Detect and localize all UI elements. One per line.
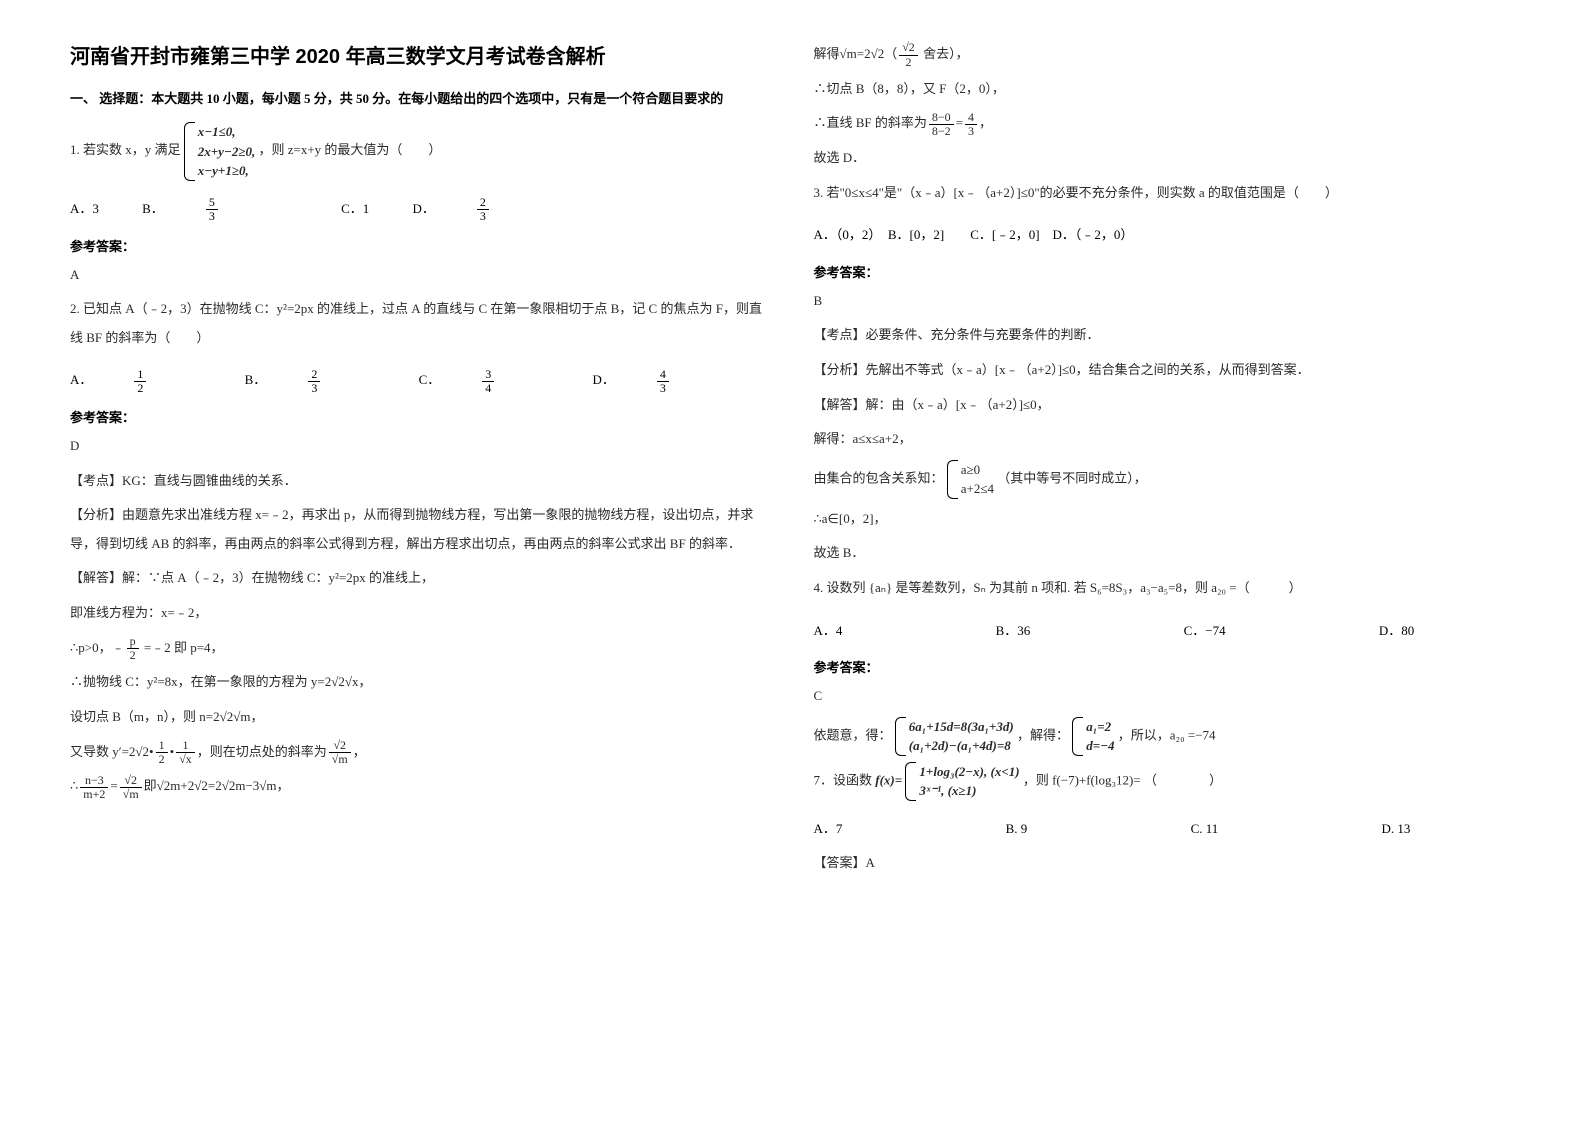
q4-optD: D．80 [1379,623,1454,638]
q3-exp3: 【解答】解：由（x﹣a）[x﹣（a+2）]≤0， [814,391,1518,420]
q7-optC: C. 11 [1191,821,1219,836]
col2-line1: 解得√m=2√2（√22 舍去）， [814,40,1518,69]
q4-optB: B．36 [996,623,1071,638]
q2-exp2: 【分析】由题意先求出准线方程 x=﹣2，再求出 p，从而得到抛物线方程，写出第一… [70,501,774,558]
question-7: 7．设函数 f(x)= 1+log₃(2−x), (x<1) 3ˣ⁻¹, (x≥… [814,762,1518,801]
q3-exp7: 故选 B． [814,539,1518,568]
q1-optD: D．23 [412,201,568,216]
q7-optD: D. 13 [1382,821,1411,836]
q7-options: A．7 B. 9 C. 11 D. 13 [814,815,1518,844]
q2-exp6: ∴抛物线 C：y²=8x，在第一象限的方程为 y=2√2√x， [70,668,774,697]
q1-optC: C．1 [341,201,369,216]
q3-exp1: 【考点】必要条件、充分条件与充要条件的判断． [814,321,1518,350]
q3-system: a≥0 a+2≤4 [947,460,994,499]
q2-exp3: 【解答】解：∵点 A（﹣2，3）在抛物线 C：y²=2px 的准线上， [70,564,774,593]
q1-answer: A [70,261,774,290]
q1-system: x−1≤0, 2x+y−2≥0, x−y+1≥0, [184,122,255,181]
question-2: 2. 已知点 A（﹣2，3）在抛物线 C：y²=2px 的准线上，过点 A 的直… [70,295,774,352]
q7-optB: B. 9 [1006,821,1028,836]
q7-system: 1+log₃(2−x), (x<1) 3ˣ⁻¹, (x≥1) [905,762,1019,801]
q1-sys2: 2x+y−2≥0, [198,142,255,162]
q2-answer-label: 参考答案： [70,407,774,426]
q1-optB: B．53 [142,201,298,216]
q3-answer: B [814,287,1518,316]
q4-system1: 6a₁+15d=8(3a₁+3d) (a₁+2d)−(a₁+4d)=8 [895,717,1014,756]
q2-optC: C．34 [419,372,575,387]
q3-exp5: 由集合的包含关系知： a≥0 a+2≤4 （其中等号不同时成立）， [814,460,1518,499]
q1-options: A．3 B．53 C．1 D．23 [70,195,774,224]
q4-exp: 依题意，得： 6a₁+15d=8(3a₁+3d) (a₁+2d)−(a₁+4d)… [814,717,1518,756]
q1-prefix: 1. 若实数 x，y 满足 [70,143,181,158]
question-4: 4. 设数列 {aₙ} 是等差数列，Sₙ 为其前 n 项和. 若 S₆=8S₃，… [814,574,1518,603]
q2-exp4: 即准线方程为：x=﹣2， [70,599,774,628]
q1-sys3: x−y+1≥0, [198,161,255,181]
q4-system2: a₁=2 d=−4 [1072,717,1114,756]
q3-exp6: ∴a∈[0，2]， [814,505,1518,534]
q2-exp7: 设切点 B（m，n），则 n=2√2√m， [70,703,774,732]
left-column: 河南省开封市雍第三中学 2020 年高三数学文月考试卷含解析 一、 选择题：本大… [50,40,794,1082]
q2-exp1: 【考点】KG：直线与圆锥曲线的关系． [70,467,774,496]
q1-optA: A．3 [70,201,99,216]
q4-options: A．4 B．36 C．−74 D．80 [814,617,1518,646]
q2-exp5: ∴p>0，﹣p2 =﹣2 即 p=4， [70,634,774,663]
q2-exp8: 又导数 y′=2√2•12•1√x，则在切点处的斜率为√2√m， [70,738,774,767]
q2-options: A．12 B．23 C．34 D．43 [70,366,774,395]
q1-sys1: x−1≤0, [198,122,255,142]
q4-answer-label: 参考答案： [814,657,1518,676]
q4-optC: C．−74 [1184,623,1266,638]
q3-exp4: 解得：a≤x≤a+2， [814,425,1518,454]
q3-answer-label: 参考答案： [814,262,1518,281]
q1-suffix: ，则 z=x+y 的最大值为（ ） [258,143,441,158]
q4-optA: A．4 [814,623,883,638]
q2-optB: B．23 [245,372,401,387]
q4-answer: C [814,682,1518,711]
q3-exp2: 【分析】先解出不等式（x﹣a）[x﹣（a+2）]≤0，结合集合之间的关系，从而得… [814,356,1518,385]
q1-answer-label: 参考答案： [70,236,774,255]
q2-answer: D [70,432,774,461]
q7-optA: A．7 [814,821,843,836]
right-column: 解得√m=2√2（√22 舍去）， ∴切点 B（8，8），又 F（2，0）， ∴… [794,40,1538,1082]
col2-line2: ∴切点 B（8，8），又 F（2，0）， [814,75,1518,104]
q3-options: A．（0，2） B．[0，2] C．[﹣2，0] D．（﹣2，0） [814,221,1518,250]
q7-answer-label: 【答案】A [814,849,1518,878]
question-1: 1. 若实数 x，y 满足 x−1≤0, 2x+y−2≥0, x−y+1≥0, … [70,122,774,181]
col2-line4: 故选 D． [814,144,1518,173]
col2-line3: ∴直线 BF 的斜率为8−08−2=43， [814,109,1518,138]
q2-optA: A．12 [70,372,226,387]
section-header: 一、 选择题：本大题共 10 小题，每小题 5 分，共 50 分。在每小题给出的… [70,87,774,110]
q2-exp9: ∴n−3m+2=√2√m即√2m+2√2=2√2m−3√m， [70,772,774,801]
q2-optD: D．43 [592,372,748,387]
question-3: 3. 若"0≤x≤4"是"（x﹣a）[x﹣（a+2）]≤0"的必要不充分条件，则… [814,179,1518,208]
page-title: 河南省开封市雍第三中学 2020 年高三数学文月考试卷含解析 [70,40,774,69]
